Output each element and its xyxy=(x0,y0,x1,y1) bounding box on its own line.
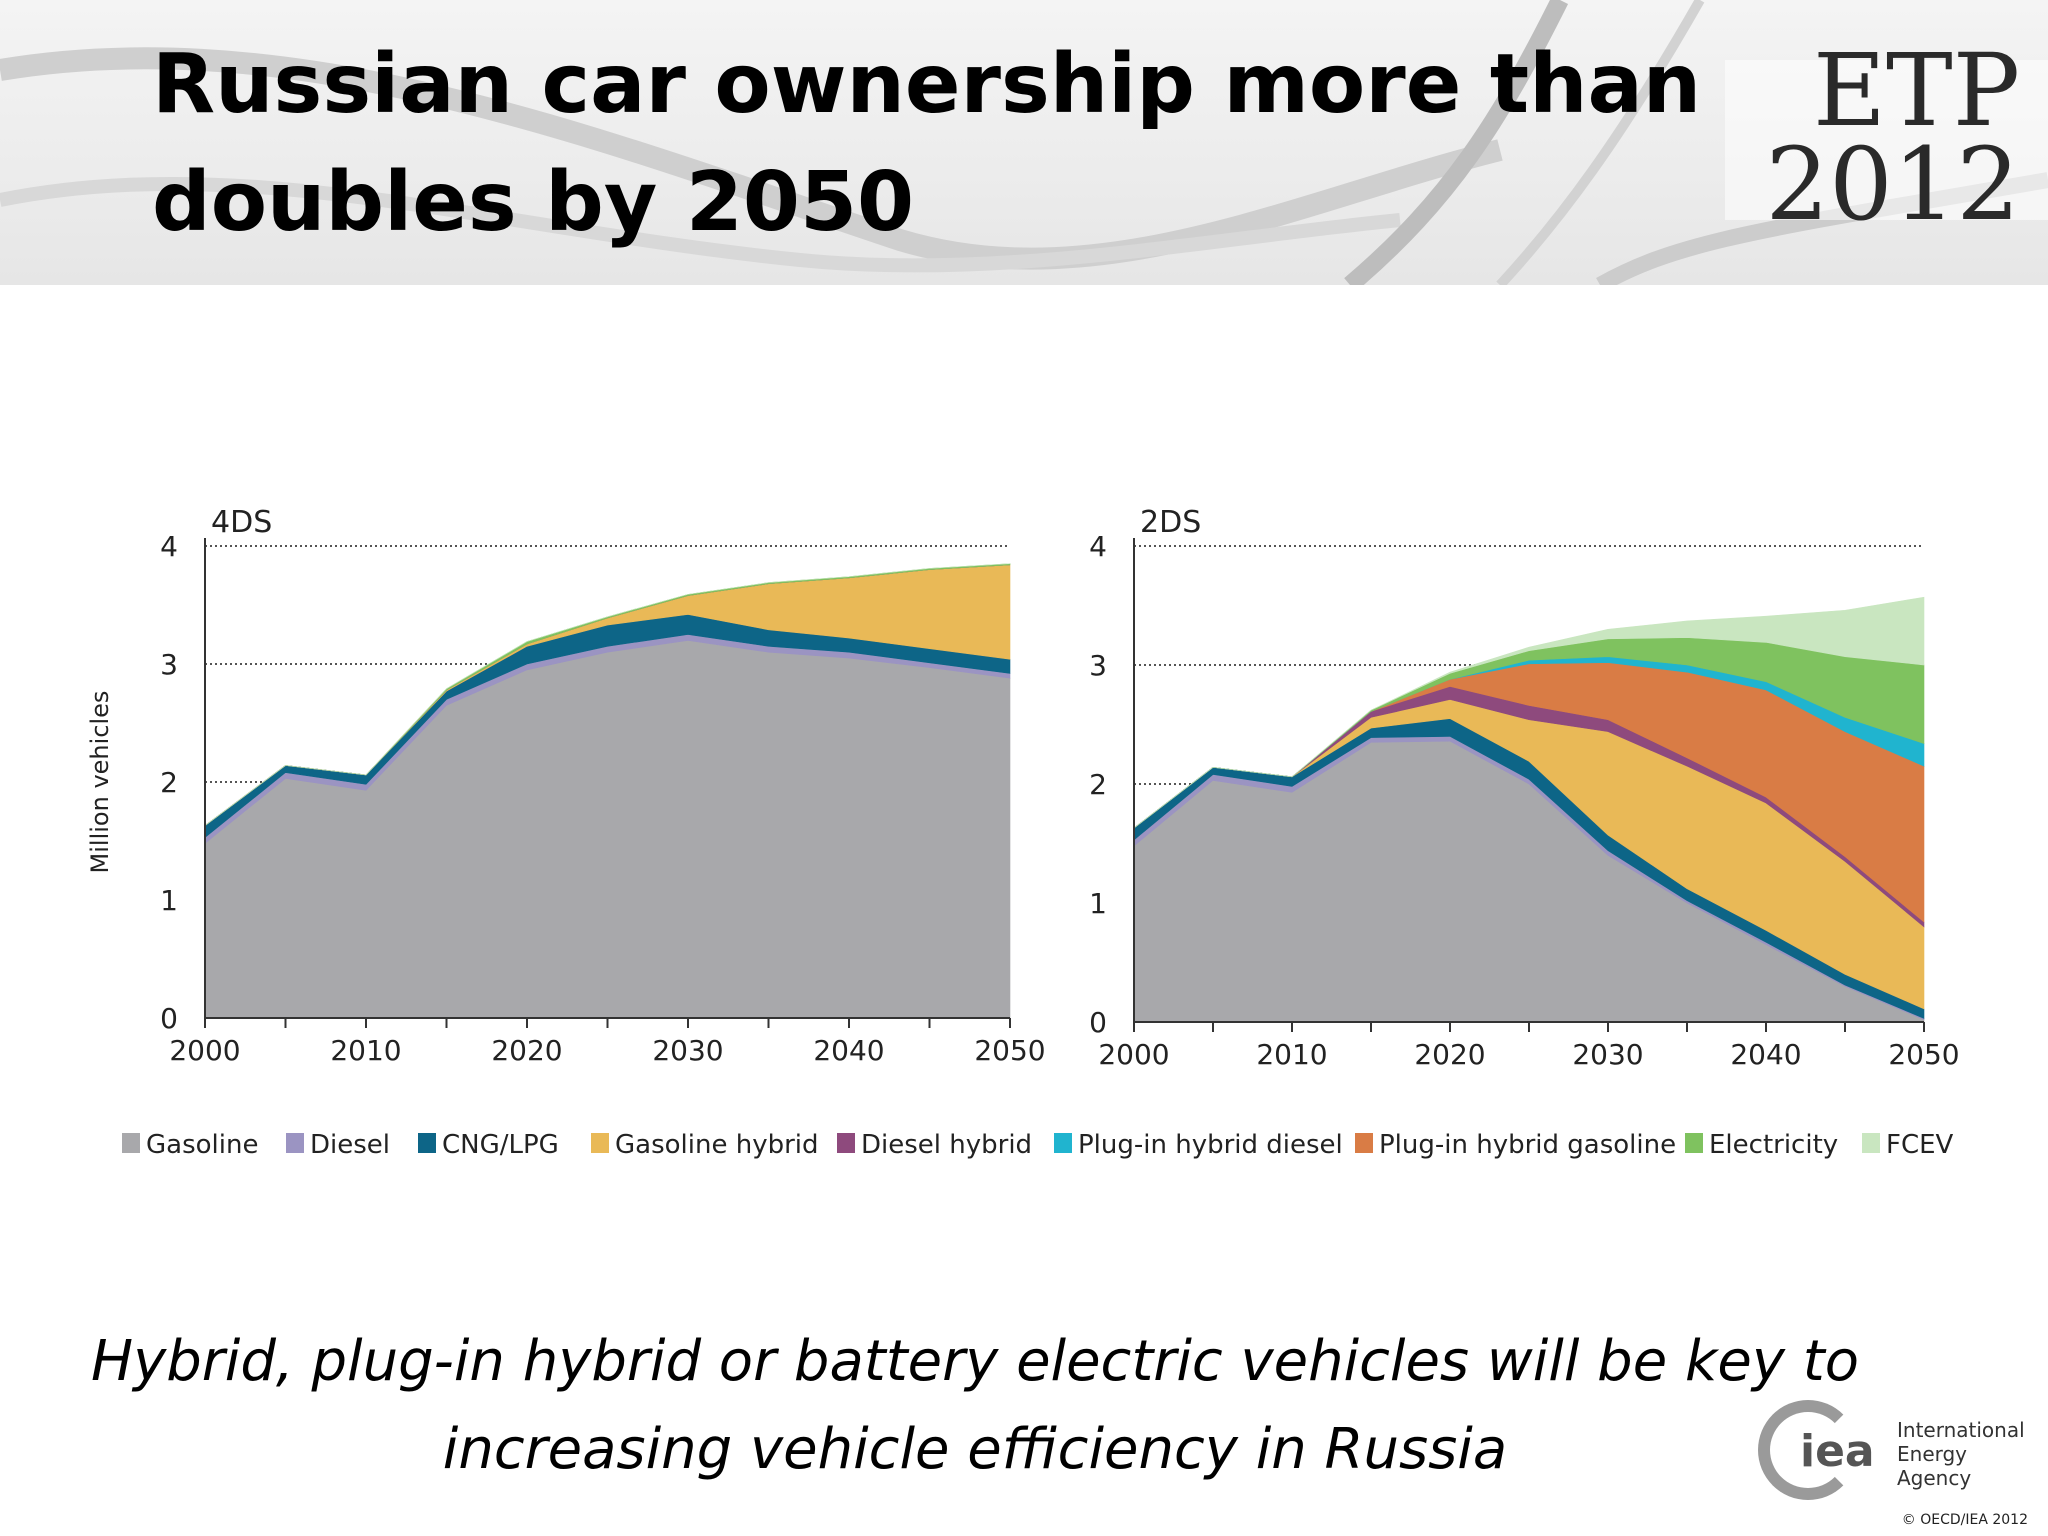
legend-item-diesel-hybrid: Diesel hybrid xyxy=(837,1130,1032,1160)
legend-item-gasoline-hybrid: Gasoline hybrid xyxy=(591,1130,819,1160)
legend-swatch xyxy=(1685,1133,1703,1153)
legend-swatch xyxy=(286,1133,304,1153)
legend-label: Diesel hybrid xyxy=(861,1130,1032,1160)
legend-label: Gasoline xyxy=(146,1130,258,1160)
chart-4ds-y-tick-label: 4 xyxy=(160,530,178,563)
chart-2ds-x-tick-label: 2020 xyxy=(1414,1038,1485,1071)
chart-4ds-title: 4DS xyxy=(211,505,272,540)
legend-item-fcev: FCEV xyxy=(1862,1130,1954,1160)
chart-4ds-x-tick-label: 2040 xyxy=(813,1034,884,1067)
chart-2ds-y-tick-label: 3 xyxy=(1089,649,1107,682)
chart-2ds-x-tick-label: 2040 xyxy=(1730,1038,1801,1071)
chart-4ds-y-tick-label: 1 xyxy=(160,884,178,917)
legend-label: FCEV xyxy=(1886,1130,1954,1160)
chart-2ds-x-tick-label: 2000 xyxy=(1098,1038,1169,1071)
legend-swatch xyxy=(1355,1133,1373,1153)
chart-4ds-y-tick-label: 2 xyxy=(160,766,178,799)
chart-2ds-x-tick-label: 2010 xyxy=(1256,1038,1327,1071)
chart-4ds-y-tick-label: 3 xyxy=(160,648,178,681)
chart-4ds-x-tick-label: 2010 xyxy=(330,1034,401,1067)
chart-4ds-x-tick-label: 2050 xyxy=(974,1034,1045,1067)
chart-4ds-x-tick-label: 2030 xyxy=(652,1034,723,1067)
legend-label: CNG/LPG xyxy=(442,1130,559,1160)
chart-4ds-y-tick-label: 0 xyxy=(160,1002,178,1035)
chart-2ds: 2000 2010 2020 2030 2040 2050 0 1 2 3 4 2DS xyxy=(1089,505,1960,1071)
legend-item-electricity: Electricity xyxy=(1685,1130,1838,1160)
legend-swatch xyxy=(591,1133,609,1153)
legend-item-plug-in-hybrid-diesel: Plug-in hybrid diesel xyxy=(1054,1130,1343,1160)
chart-4ds-area-fcev xyxy=(204,563,1011,826)
chart-4ds: 2000 2010 2020 2030 2040 2050 0 1 2 3 4 4DS Million … xyxy=(86,505,1046,1067)
chart-4ds-x-tick-label: 2000 xyxy=(169,1034,240,1067)
copyright-notice: © OECD/IEA 2012 xyxy=(1901,1512,2028,1528)
legend-swatch xyxy=(122,1133,140,1153)
chart-2ds-x-tick-label: 2030 xyxy=(1572,1038,1643,1071)
chart-legend: Gasoline Diesel CNG/LPG Gasoline hybrid Dies… xyxy=(122,1130,1954,1160)
charts-area: 2000 2010 2020 2030 2040 2050 0 1 2 3 4 4DS Million … xyxy=(86,505,1960,1160)
slide-title: Russian car ownership more than doubles … xyxy=(152,37,1702,250)
legend-label: Electricity xyxy=(1709,1130,1838,1160)
legend-item-gasoline: Gasoline xyxy=(122,1130,258,1160)
legend-item-plug-in-hybrid-gasoline: Plug-in hybrid gasoline xyxy=(1355,1130,1676,1160)
legend-label: Plug-in hybrid diesel xyxy=(1078,1130,1343,1160)
chart-2ds-x-tick-label: 2050 xyxy=(1888,1038,1959,1071)
legend-label: Diesel xyxy=(310,1130,390,1160)
iea-name: International Energy Agency xyxy=(1897,1418,2025,1490)
chart-4ds-area-gasoline xyxy=(204,640,1011,1019)
legend-swatch xyxy=(1054,1133,1072,1153)
iea-logo-text: iea xyxy=(1800,1426,1875,1477)
etp-logo-year: 2012 xyxy=(1765,126,2021,243)
chart-2ds-y-tick-label: 2 xyxy=(1089,768,1107,801)
etp-logo: ETP 2012 xyxy=(1760,32,2021,243)
chart-2ds-area-fcev xyxy=(1133,596,1925,829)
chart-2ds-y-tick-label: 0 xyxy=(1089,1006,1107,1039)
etp-logo-text: ETP xyxy=(1813,32,2020,149)
legend-label: Plug-in hybrid gasoline xyxy=(1379,1130,1676,1160)
chart-2ds-y-tick-label: 1 xyxy=(1089,887,1107,920)
slide-subtitle: Hybrid, plug-in hybrid or battery electr… xyxy=(90,1329,1860,1482)
chart-2ds-y-tick-label: 4 xyxy=(1089,530,1107,563)
legend-label: Gasoline hybrid xyxy=(615,1130,819,1160)
legend-swatch xyxy=(1862,1133,1880,1153)
iea-logo: iea International Energy Agency xyxy=(1752,1392,2042,1522)
banner-swoosh-graphic xyxy=(0,0,2048,285)
title-banner xyxy=(0,0,2048,285)
legend-item-cng-lpg: CNG/LPG xyxy=(418,1130,559,1160)
legend-item-diesel: Diesel xyxy=(286,1130,390,1160)
chart-4ds-y-axis-label: Million vehicles xyxy=(86,691,114,874)
chart-2ds-title: 2DS xyxy=(1140,505,1201,540)
chart-4ds-x-tick-label: 2020 xyxy=(491,1034,562,1067)
legend-swatch xyxy=(418,1133,436,1153)
legend-swatch xyxy=(837,1133,855,1153)
